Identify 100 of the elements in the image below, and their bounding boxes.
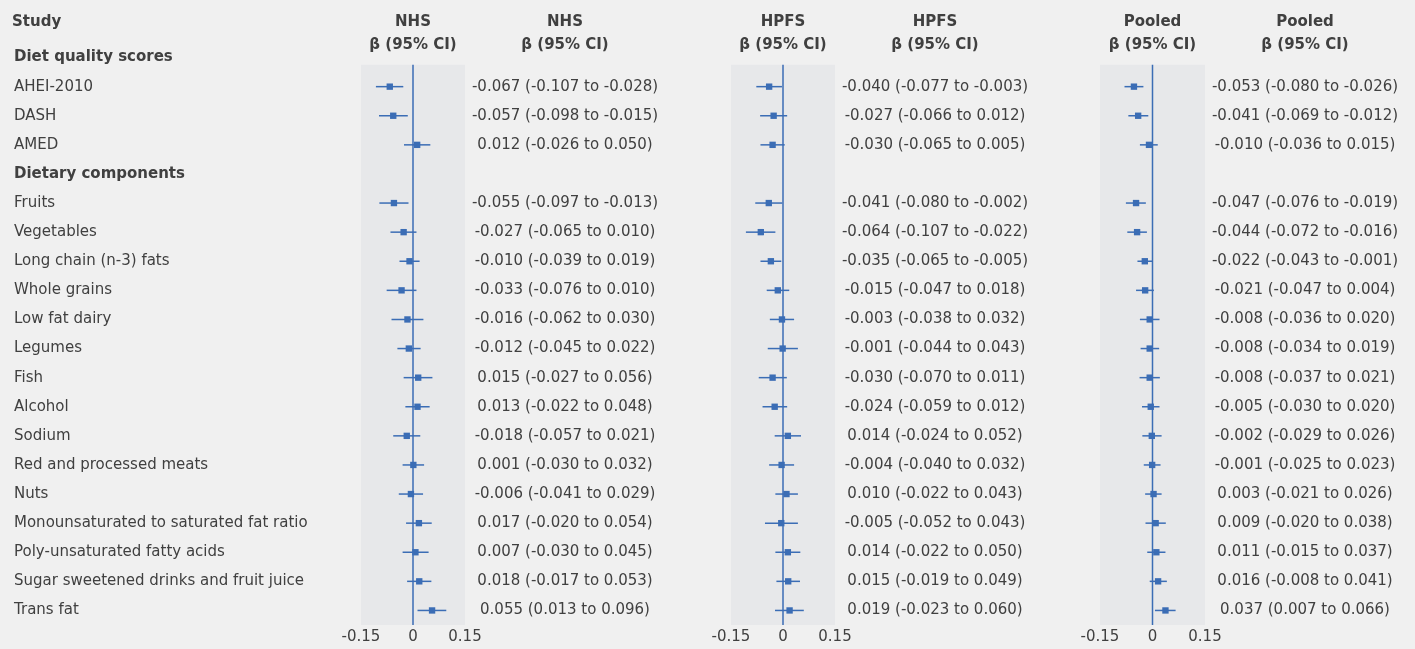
data-label: 0.001 (-0.030 to 0.032) — [477, 454, 653, 473]
point — [1146, 316, 1153, 323]
text: β (95% CI) — [521, 34, 609, 53]
data-label: 0.003 (-0.021 to 0.026) — [1217, 483, 1393, 502]
data-label: 0.015 (-0.019 to 0.049) — [847, 571, 1023, 590]
data-label: -0.033 (-0.076 to 0.010) — [474, 280, 656, 299]
y-tick-label: Poly-unsaturated fatty acids — [14, 542, 226, 561]
data-label: 0.037 (0.007 to 0.066) — [1220, 600, 1390, 619]
text: HPFS — [912, 11, 958, 30]
y-tick-label: Diet quality scores — [14, 47, 173, 66]
point — [412, 549, 419, 556]
chart-subtitle: β (95% CI) — [1108, 34, 1197, 53]
data-label: -0.008 (-0.036 to 0.020) — [1214, 309, 1396, 328]
data-label: -0.006 (-0.041 to 0.029) — [474, 483, 656, 502]
y-tick-label: Fish — [14, 367, 44, 386]
y-tick-label: Monounsaturated to saturated fat ratio — [14, 513, 308, 532]
point — [779, 345, 786, 352]
x-tick-label: 0 — [1147, 626, 1158, 645]
data-label: -0.055 (-0.097 to -0.013) — [471, 192, 659, 211]
chart-title: NHS — [395, 11, 431, 30]
data-label: -0.035 (-0.065 to -0.005) — [841, 251, 1029, 270]
x-tick-label: -0.15 — [1080, 626, 1120, 645]
data-label: -0.012 (-0.045 to 0.022) — [474, 338, 656, 357]
y-tick-label: AHEI-2010 — [14, 76, 94, 95]
data-label: -0.064 (-0.107 to -0.022) — [841, 222, 1029, 241]
point — [769, 374, 776, 381]
point — [398, 287, 405, 294]
point — [778, 316, 786, 323]
data-label: 0.013 (-0.022 to 0.048) — [477, 396, 653, 415]
point — [1130, 83, 1138, 90]
y-tick-label: AMED — [14, 134, 59, 153]
text: Pooled — [1276, 11, 1334, 30]
point — [774, 287, 781, 294]
y-tick-label: Long chain (n-3) fats — [14, 251, 170, 270]
x-tick-label: 0.15 — [448, 626, 482, 645]
y-tick-label: Nuts — [14, 483, 49, 502]
data-label: 0.014 (-0.024 to 0.052) — [847, 425, 1023, 444]
y-tick-label: Red and processed meats — [14, 454, 209, 473]
data-label: -0.041 (-0.080 to -0.002) — [841, 192, 1029, 211]
data-label: -0.067 (-0.107 to -0.028) — [471, 76, 659, 95]
y-tick-label: Sugar sweetened drinks and fruit juice — [14, 571, 305, 590]
point — [786, 607, 793, 614]
text: β (95% CI) — [891, 34, 979, 53]
data-label: 0.018 (-0.017 to 0.053) — [477, 571, 653, 590]
data-label: 0.009 (-0.020 to 0.038) — [1217, 513, 1393, 532]
point — [400, 228, 407, 236]
data-label: 0.012 (-0.026 to 0.050) — [477, 134, 653, 153]
data-label: -0.016 (-0.062 to 0.030) — [474, 309, 656, 328]
y-tick-label: Dietary components — [14, 163, 186, 182]
text: β (95% CI) — [1261, 34, 1349, 53]
point — [1150, 490, 1157, 498]
point — [1146, 374, 1153, 381]
point — [785, 578, 792, 585]
data-label: -0.040 (-0.077 to -0.003) — [841, 76, 1029, 95]
chart-title: HPFS — [760, 11, 806, 30]
data-label: 0.015 (-0.027 to 0.056) — [477, 367, 653, 386]
point — [410, 461, 417, 469]
data-label: -0.018 (-0.057 to 0.021) — [474, 425, 656, 444]
point — [406, 258, 413, 265]
y-tick-label: DASH — [14, 105, 57, 124]
data-label: -0.001 (-0.044 to 0.043) — [844, 338, 1026, 357]
data-label: -0.004 (-0.040 to 0.032) — [844, 454, 1026, 473]
point — [778, 461, 785, 469]
data-label: -0.047 (-0.076 to -0.019) — [1211, 192, 1399, 211]
data-label: -0.002 (-0.029 to 0.026) — [1214, 425, 1396, 444]
point — [416, 578, 423, 585]
point — [405, 345, 413, 352]
data-label: -0.044 (-0.072 to -0.016) — [1211, 222, 1399, 241]
x-tick-label: 0.15 — [1188, 626, 1222, 645]
x-tick-label: 0 — [408, 626, 418, 645]
data-label: 0.017 (-0.020 to 0.054) — [477, 513, 653, 532]
y-tick-label: Low fat dairy — [14, 309, 112, 328]
point — [769, 141, 776, 149]
data-label: -0.030 (-0.065 to 0.005) — [844, 134, 1026, 153]
data-label: 0.014 (-0.022 to 0.050) — [847, 542, 1023, 561]
y-tick-label: Fruits — [14, 192, 56, 211]
data-label: -0.030 (-0.070 to 0.011) — [844, 367, 1026, 386]
y-tick-label: Vegetables — [14, 222, 98, 241]
y-tick-label: Whole grains — [14, 280, 113, 299]
data-label: -0.027 (-0.066 to 0.012) — [844, 105, 1026, 124]
point — [770, 112, 777, 119]
point — [386, 83, 393, 90]
x-tick-label: 0 — [778, 626, 788, 645]
data-label: -0.021 (-0.047 to 0.004) — [1214, 280, 1396, 299]
point — [1146, 345, 1153, 352]
point — [1152, 519, 1159, 527]
y-tick-label: Trans fat — [13, 600, 79, 619]
data-label: -0.022 (-0.043 to -0.001) — [1211, 251, 1399, 270]
data-label: -0.015 (-0.047 to 0.018) — [844, 280, 1026, 299]
data-label: -0.053 (-0.080 to -0.026) — [1211, 76, 1399, 95]
point — [783, 490, 790, 498]
point — [1141, 287, 1149, 294]
data-label: 0.019 (-0.023 to 0.060) — [847, 600, 1023, 619]
data-label: 0.007 (-0.030 to 0.045) — [477, 542, 653, 561]
data-label: 0.055 (0.013 to 0.096) — [480, 600, 650, 619]
chart-title: Pooled — [1123, 11, 1182, 30]
y-tick-label: Alcohol — [14, 396, 69, 415]
data-label: 0.016 (-0.008 to 0.041) — [1217, 571, 1393, 590]
x-tick-label: -0.15 — [711, 626, 751, 645]
point — [1153, 549, 1160, 556]
